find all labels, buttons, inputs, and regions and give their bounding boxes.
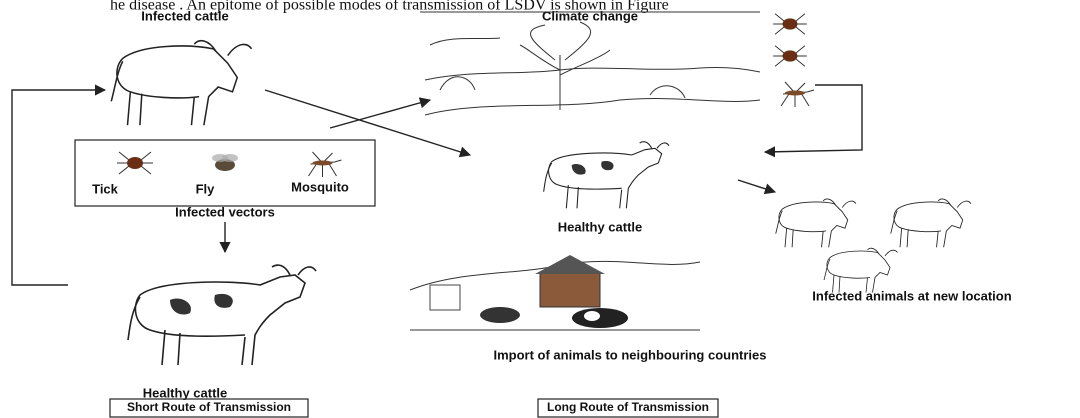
- vector-label: Mosquito: [291, 179, 349, 194]
- transmission-diagram: he disease . An epitome of possible mode…: [0, 0, 1080, 418]
- node-label: Infected vectors: [175, 204, 275, 219]
- landscape: [420, 12, 814, 115]
- node-label: Healthy cattle: [143, 385, 228, 400]
- import-scene: [410, 255, 700, 330]
- vector-label: Fly: [196, 181, 216, 196]
- node-label: Climate change: [542, 8, 638, 23]
- node-label: Import of animals to neighbouring countr…: [493, 347, 766, 362]
- node-label: Healthy cattle: [558, 219, 643, 234]
- route-label: Short Route of Transmission: [127, 400, 291, 414]
- node-label: Infected cattle: [141, 8, 228, 23]
- route-label: Long Route of Transmission: [547, 400, 709, 414]
- vector-label: Tick: [92, 181, 119, 196]
- node-label: Infected animals at new location: [812, 288, 1011, 303]
